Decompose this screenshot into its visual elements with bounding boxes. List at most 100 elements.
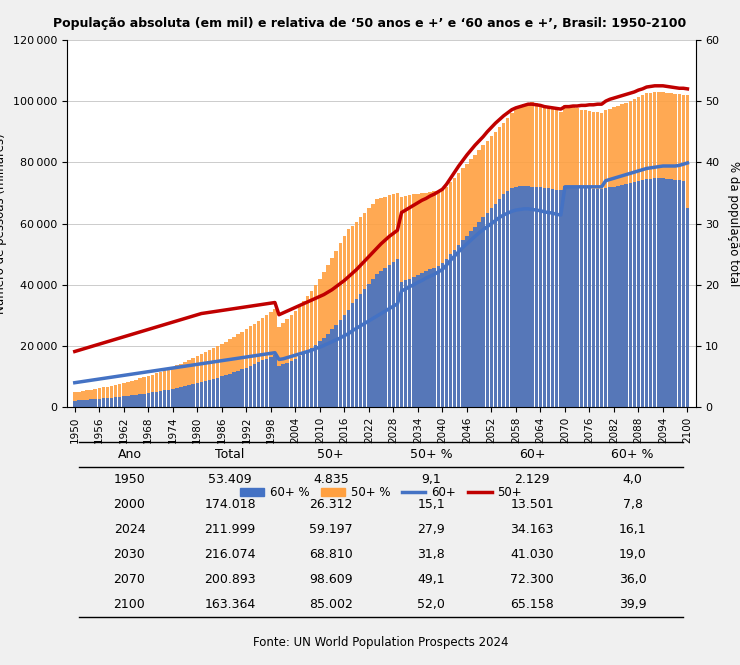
Bar [482,146,485,407]
Text: 59.197: 59.197 [309,523,352,537]
Bar [420,273,424,407]
Bar [633,98,636,407]
Y-axis label: Número de pessoas (milhares): Número de pessoas (milhares) [0,133,7,314]
Bar [682,181,685,407]
Text: 50+: 50+ [317,448,344,462]
Bar [612,186,616,407]
Bar [375,274,379,407]
Bar [612,107,616,407]
Bar [428,192,432,407]
Bar [636,181,640,407]
Bar [338,320,342,407]
Bar [318,279,322,407]
Bar [559,112,562,407]
Text: 39,9: 39,9 [619,598,647,611]
Text: 31,8: 31,8 [417,549,445,561]
Bar [555,190,559,407]
Bar [318,341,322,407]
Bar [408,279,411,407]
Bar [359,294,363,407]
Bar [514,187,517,407]
Bar [130,395,134,407]
Bar [633,182,636,407]
Bar [526,102,530,407]
Bar [494,132,497,407]
Bar [126,382,130,407]
Bar [665,92,669,407]
Bar [477,222,481,407]
Bar [649,92,653,407]
Bar [208,380,212,407]
Bar [294,311,297,407]
Bar [220,376,223,407]
Bar [220,344,223,407]
Y-axis label: % da população total: % da população total [727,161,740,286]
Text: 211.999: 211.999 [204,523,256,537]
Bar [518,106,522,407]
Bar [232,336,236,407]
Bar [657,92,661,407]
Bar [448,182,452,407]
Bar [445,259,448,407]
Bar [653,92,656,407]
Bar [126,396,130,407]
Text: 26.312: 26.312 [309,498,352,511]
Bar [81,391,84,407]
Text: 49,1: 49,1 [417,573,445,587]
Text: 2.129: 2.129 [514,473,550,486]
Bar [400,281,403,407]
Text: 216.074: 216.074 [204,549,256,561]
Bar [306,351,309,407]
Bar [278,327,280,407]
Text: 15,1: 15,1 [417,498,445,511]
Bar [641,95,645,407]
Bar [498,199,501,407]
Text: 85.002: 85.002 [309,598,353,611]
Bar [551,109,554,407]
Bar [474,227,477,407]
Text: 52,0: 52,0 [417,598,445,611]
Bar [380,271,383,407]
Bar [375,199,379,407]
Text: 27,9: 27,9 [417,523,445,537]
Bar [367,284,371,407]
Bar [322,272,326,407]
Bar [490,208,493,407]
Bar [592,112,595,407]
Bar [641,180,645,407]
Bar [445,187,448,407]
Bar [628,183,632,407]
Bar [465,236,468,407]
Bar [416,194,420,407]
Bar [200,354,203,407]
Bar [351,226,354,407]
Bar [534,102,538,407]
Bar [175,388,178,407]
Bar [494,203,497,407]
Bar [576,188,579,407]
Bar [273,354,277,407]
Bar [514,109,517,407]
Text: 72.300: 72.300 [510,573,554,587]
Bar [281,364,285,407]
Bar [571,107,575,407]
Bar [649,179,653,407]
Bar [159,372,162,407]
Text: 2100: 2100 [114,598,145,611]
Bar [391,194,395,407]
Bar [98,399,101,407]
Bar [461,240,465,407]
Bar [228,374,232,407]
Bar [584,110,587,407]
Bar [195,384,199,407]
Bar [330,259,334,407]
Bar [236,371,240,407]
Bar [383,197,387,407]
Bar [563,105,567,407]
Bar [367,208,371,407]
Bar [616,106,619,407]
Bar [155,373,158,407]
Bar [351,303,354,407]
Bar [588,188,591,407]
Bar [661,92,665,407]
